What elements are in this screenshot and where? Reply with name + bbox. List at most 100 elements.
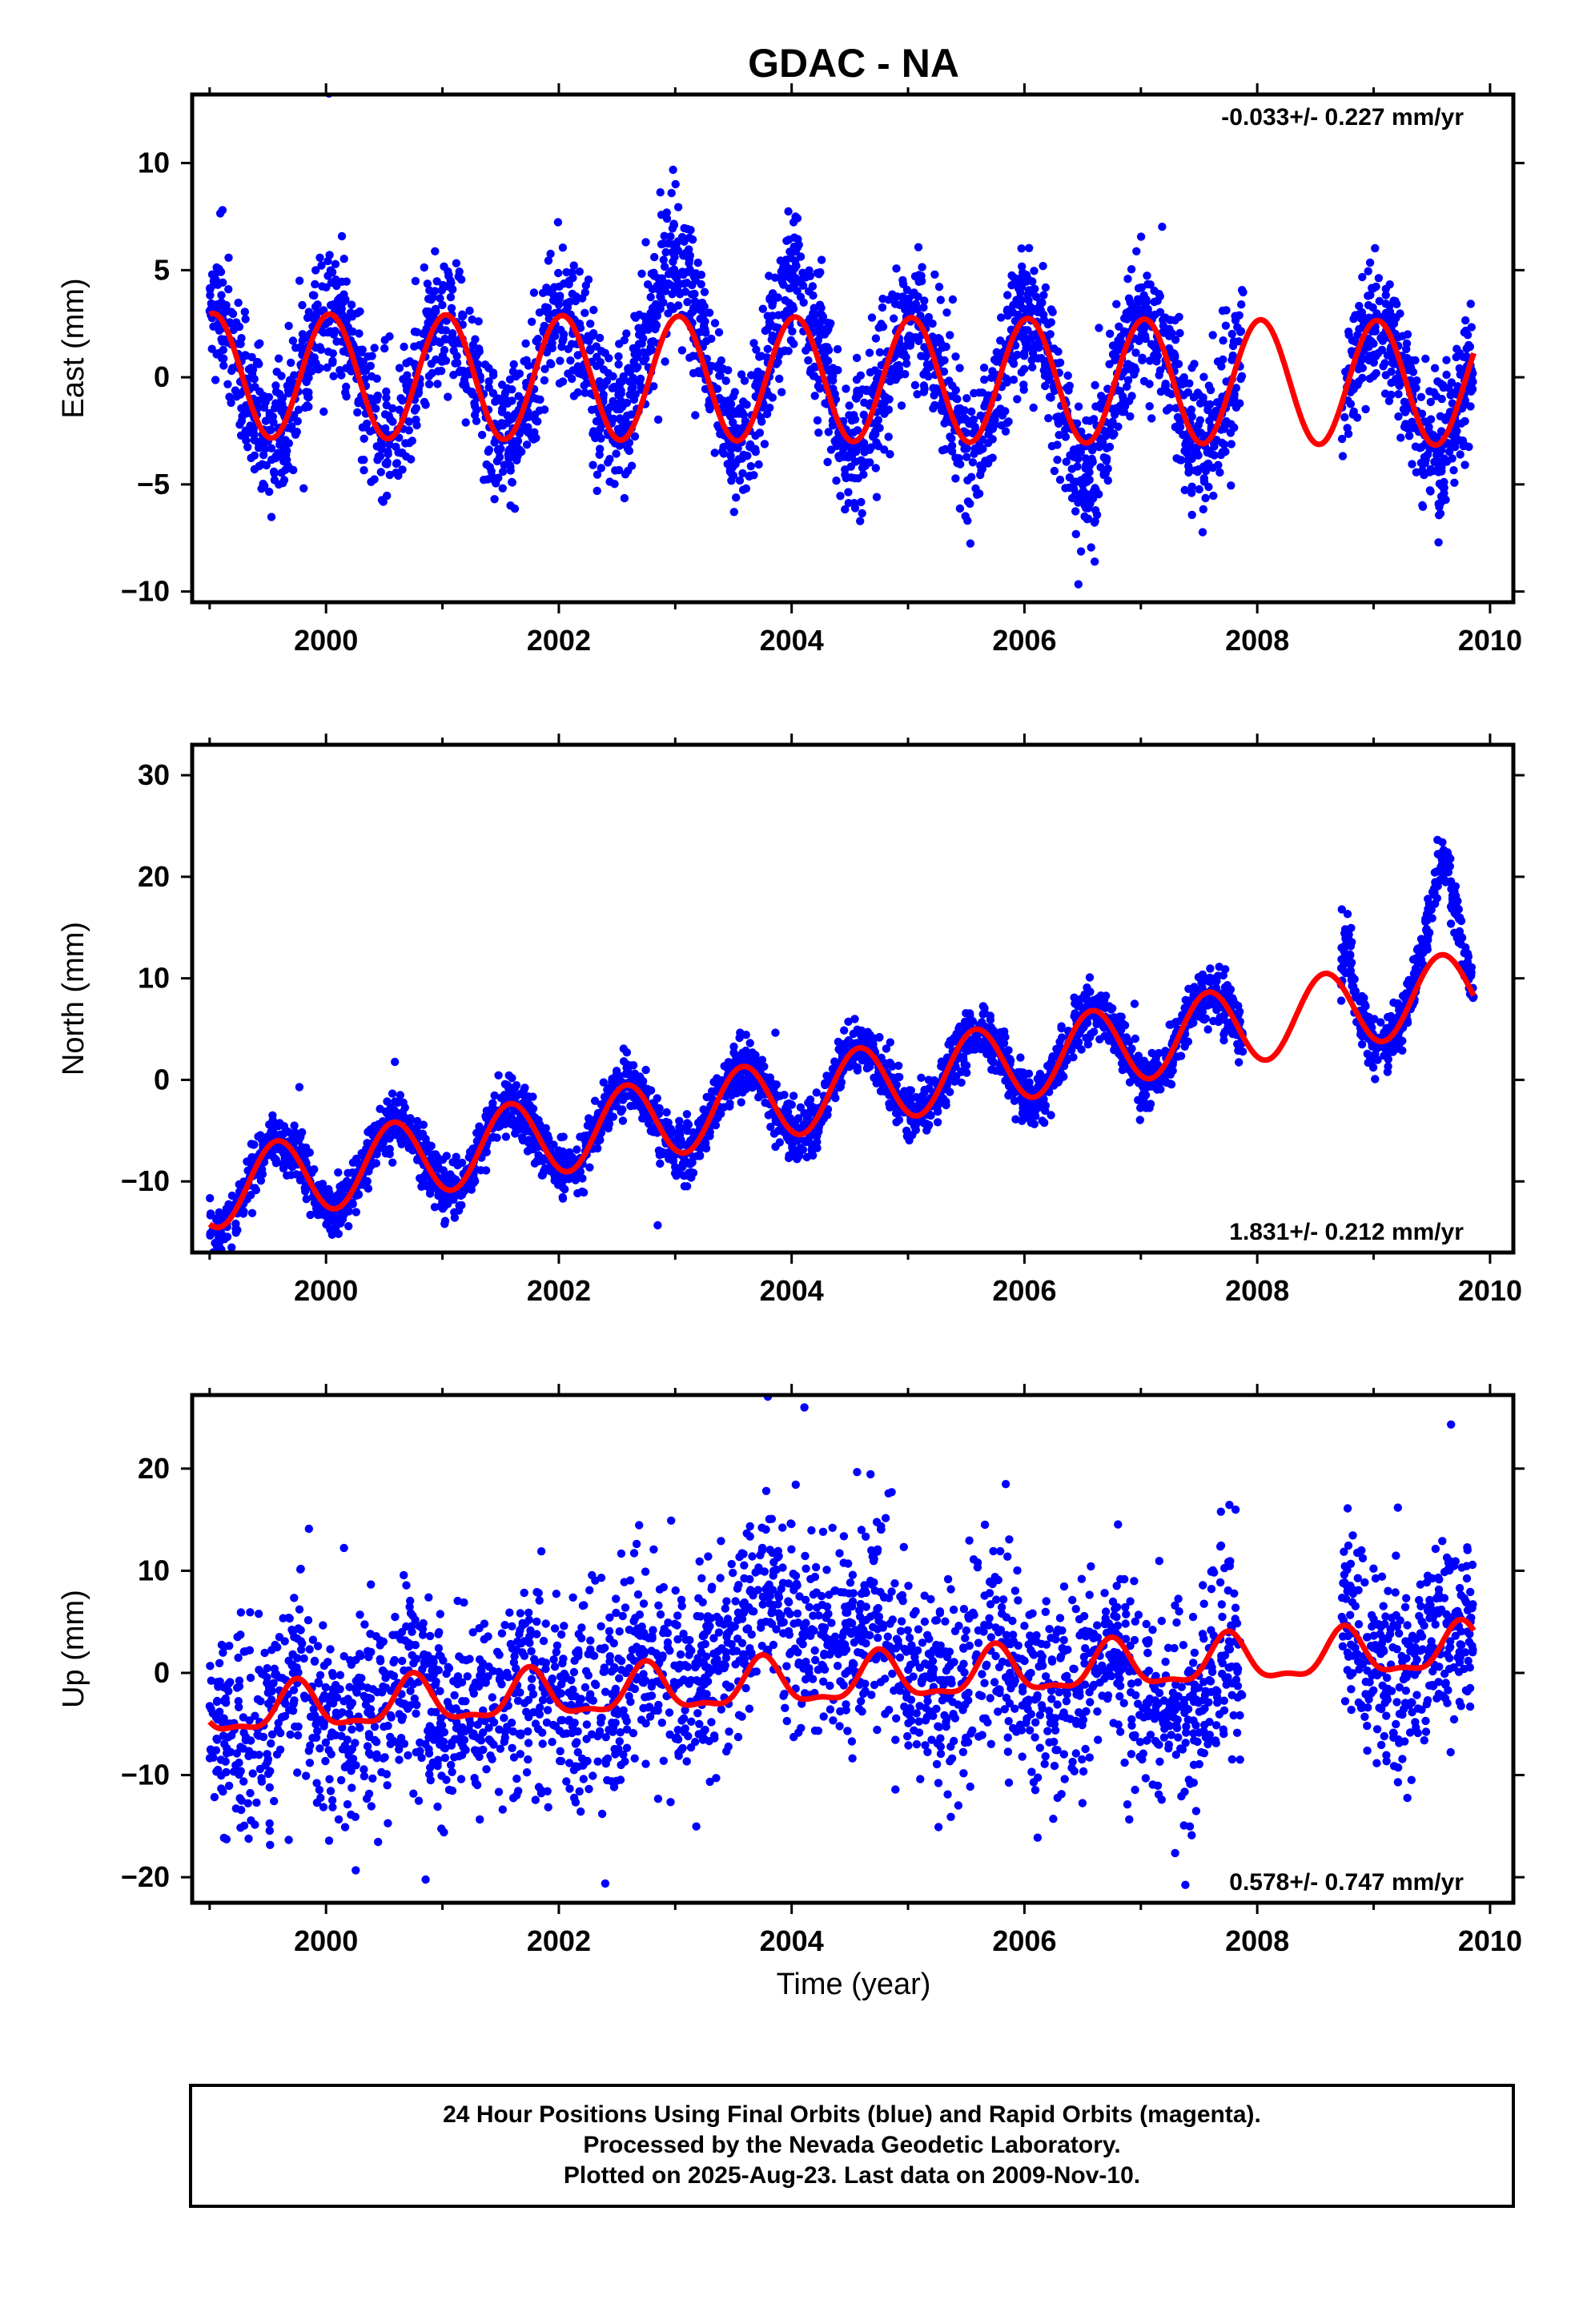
east-data-point <box>289 465 298 475</box>
east-data-point <box>1125 364 1134 374</box>
east-data-point <box>1220 424 1229 433</box>
east-data-point <box>1018 268 1027 277</box>
east-data-point <box>700 323 709 332</box>
east-data-point <box>856 371 866 380</box>
east-data-point <box>918 263 926 271</box>
east-data-point <box>1442 370 1451 380</box>
east-data-point <box>1396 433 1405 442</box>
east-data-point <box>562 299 571 308</box>
east-data-point <box>829 364 838 372</box>
north-data-point <box>745 1039 754 1047</box>
east-data-point <box>1213 357 1223 366</box>
east-data-point <box>1187 489 1196 497</box>
east-data-point <box>593 470 602 479</box>
east-data-point <box>653 415 663 424</box>
east-data-point <box>1439 484 1448 493</box>
north-data-point <box>1433 835 1442 845</box>
east-data-point <box>562 267 571 277</box>
east-data-point <box>1055 431 1063 440</box>
east-data-point <box>1127 392 1136 400</box>
east-data-point <box>536 395 544 404</box>
east-data-point <box>818 344 828 352</box>
east-data-point <box>1460 352 1470 362</box>
east-data-point <box>568 273 577 283</box>
north-data-point <box>1209 1016 1218 1026</box>
east-data-point <box>853 426 862 435</box>
east-data-point <box>717 356 725 365</box>
east-data-point <box>986 373 996 382</box>
east-data-point <box>919 388 929 396</box>
east-data-point <box>484 377 493 386</box>
east-data-point <box>1193 468 1202 476</box>
east-data-point <box>237 416 246 425</box>
north-data-point <box>1446 919 1456 928</box>
east-data-point <box>1466 380 1475 388</box>
east-data-point <box>567 340 577 348</box>
north-data-point <box>1235 1058 1243 1067</box>
east-data-point <box>431 247 440 255</box>
east-data-point <box>447 304 456 312</box>
east-data-point <box>968 458 978 467</box>
east-data-point <box>288 336 298 345</box>
east-data-point <box>978 464 987 473</box>
east-data-point <box>928 319 937 328</box>
east-data-point <box>632 345 641 355</box>
north-data-point <box>850 1015 859 1023</box>
east-data-point <box>875 348 885 357</box>
east-data-point <box>852 353 862 363</box>
east-data-point <box>437 357 447 366</box>
east-data-point <box>1460 460 1469 469</box>
east-data-point <box>354 396 363 405</box>
east-data-point <box>1404 432 1414 440</box>
east-data-point <box>1436 492 1446 501</box>
east-data-point <box>585 332 594 341</box>
east-data-point <box>1460 441 1470 450</box>
east-data-point <box>1221 321 1231 330</box>
east-data-point <box>1112 300 1121 308</box>
east-data-point <box>1434 500 1443 509</box>
east-data-point <box>395 364 404 372</box>
east-data-point <box>631 313 640 322</box>
east-data-point <box>775 374 784 384</box>
east-data-point <box>1216 450 1226 460</box>
north-data-point <box>352 1208 360 1216</box>
east-data-point <box>1150 286 1159 296</box>
east-data-point <box>630 432 640 441</box>
east-data-point <box>381 459 390 468</box>
east-data-point <box>666 232 675 241</box>
east-data-point <box>255 396 263 405</box>
east-data-point <box>504 450 512 460</box>
east-data-point <box>310 291 319 300</box>
east-data-point <box>353 408 362 417</box>
east-data-point <box>1175 423 1185 432</box>
east-data-point <box>295 276 304 285</box>
east-data-point <box>785 299 793 308</box>
east-data-point <box>461 418 470 427</box>
north-data-point <box>383 1097 392 1106</box>
east-data-point <box>765 319 775 328</box>
east-data-point <box>818 311 826 320</box>
east-data-point <box>842 384 850 393</box>
east-data-point <box>1007 281 1016 290</box>
east-data-point <box>1009 376 1018 384</box>
east-data-point <box>1005 308 1014 316</box>
east-data-point <box>1127 265 1136 274</box>
east-data-point <box>659 298 668 307</box>
east-data-point <box>444 270 453 279</box>
east-data-point <box>1416 392 1426 401</box>
east-data-point <box>702 336 711 346</box>
east-data-point <box>1394 412 1403 421</box>
east-data-point <box>754 460 763 469</box>
east-data-point <box>1110 429 1119 439</box>
east-data-point <box>1418 502 1428 511</box>
east-data-point <box>556 356 564 365</box>
east-data-point <box>815 300 825 309</box>
east-data-point <box>434 337 443 346</box>
east-data-point <box>735 476 745 485</box>
east-data-point <box>1208 331 1217 340</box>
east-data-point <box>441 335 451 344</box>
east-data-point <box>919 381 929 390</box>
east-data-point <box>859 410 869 420</box>
north-data-point <box>452 1152 460 1161</box>
east-data-point <box>1103 464 1112 473</box>
